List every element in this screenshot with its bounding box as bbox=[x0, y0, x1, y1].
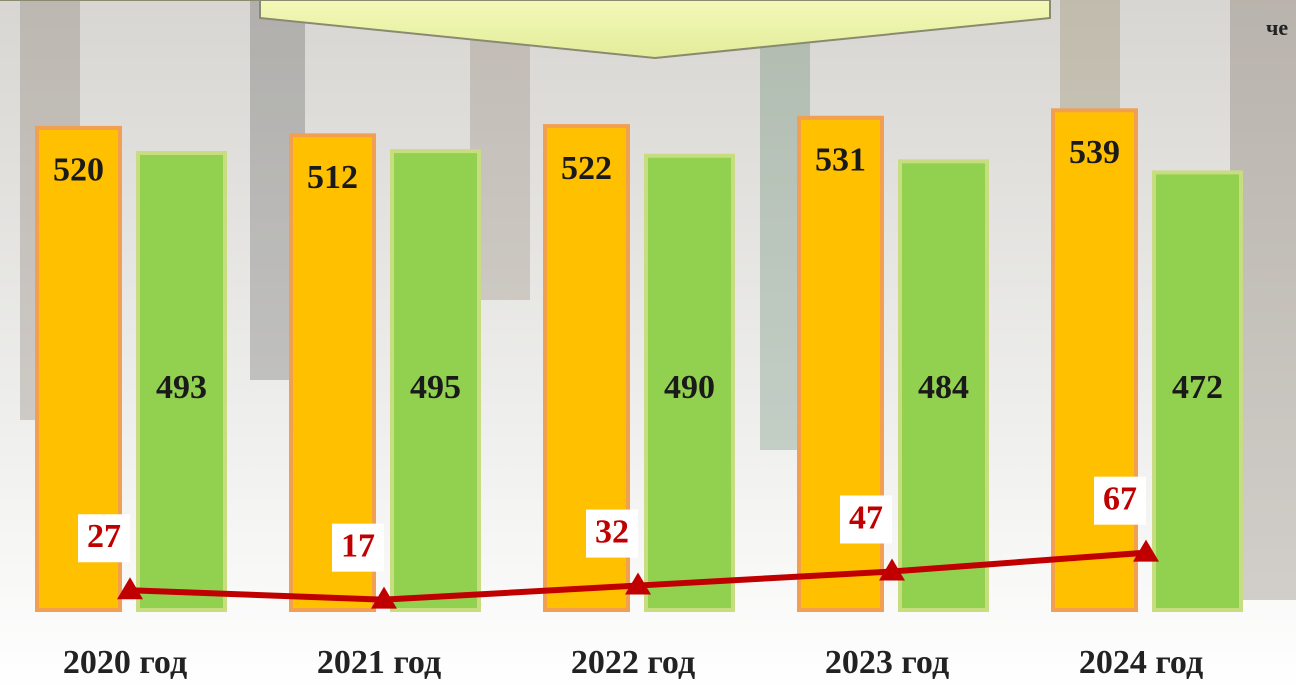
marker bbox=[625, 572, 651, 595]
value-label-box bbox=[840, 495, 892, 544]
bar bbox=[1152, 170, 1243, 612]
value-label: 495 bbox=[410, 369, 461, 406]
x-tick-label: 2023 год bbox=[825, 644, 949, 681]
header-banner bbox=[0, 0, 1051, 60]
value-label: 17 bbox=[341, 527, 375, 564]
x-tick-label: 2022 год bbox=[571, 644, 695, 681]
value-label: 522 bbox=[561, 150, 612, 187]
value-label: 67 bbox=[1103, 480, 1137, 517]
value-label: 493 bbox=[156, 369, 207, 406]
marker bbox=[1133, 539, 1159, 562]
value-label: 484 bbox=[918, 369, 969, 406]
x-tick-label: 2024 год bbox=[1079, 644, 1203, 681]
marker bbox=[879, 558, 905, 581]
marker bbox=[117, 577, 143, 600]
value-label-box bbox=[586, 509, 638, 558]
marker bbox=[371, 586, 397, 609]
value-label: 512 bbox=[307, 159, 358, 196]
value-label: 490 bbox=[664, 369, 715, 406]
value-label-box bbox=[78, 514, 130, 563]
value-label: 539 bbox=[1069, 134, 1120, 171]
x-tick-label: 2020 год bbox=[63, 644, 187, 681]
bar bbox=[1051, 108, 1138, 612]
value-label: 520 bbox=[53, 152, 104, 189]
value-label: 32 bbox=[595, 513, 629, 550]
value-label-box bbox=[1094, 476, 1146, 525]
x-tick-label: 2021 год bbox=[317, 644, 441, 681]
bar bbox=[644, 153, 735, 612]
value-label: 531 bbox=[815, 142, 866, 179]
value-label: 47 bbox=[849, 499, 883, 536]
bar bbox=[136, 150, 227, 612]
bar bbox=[898, 159, 989, 613]
annotation: че bbox=[1266, 15, 1288, 40]
value-label: 27 bbox=[87, 518, 121, 555]
value-label: 472 bbox=[1172, 369, 1223, 406]
bar bbox=[390, 149, 481, 612]
value-label-box bbox=[332, 523, 384, 572]
